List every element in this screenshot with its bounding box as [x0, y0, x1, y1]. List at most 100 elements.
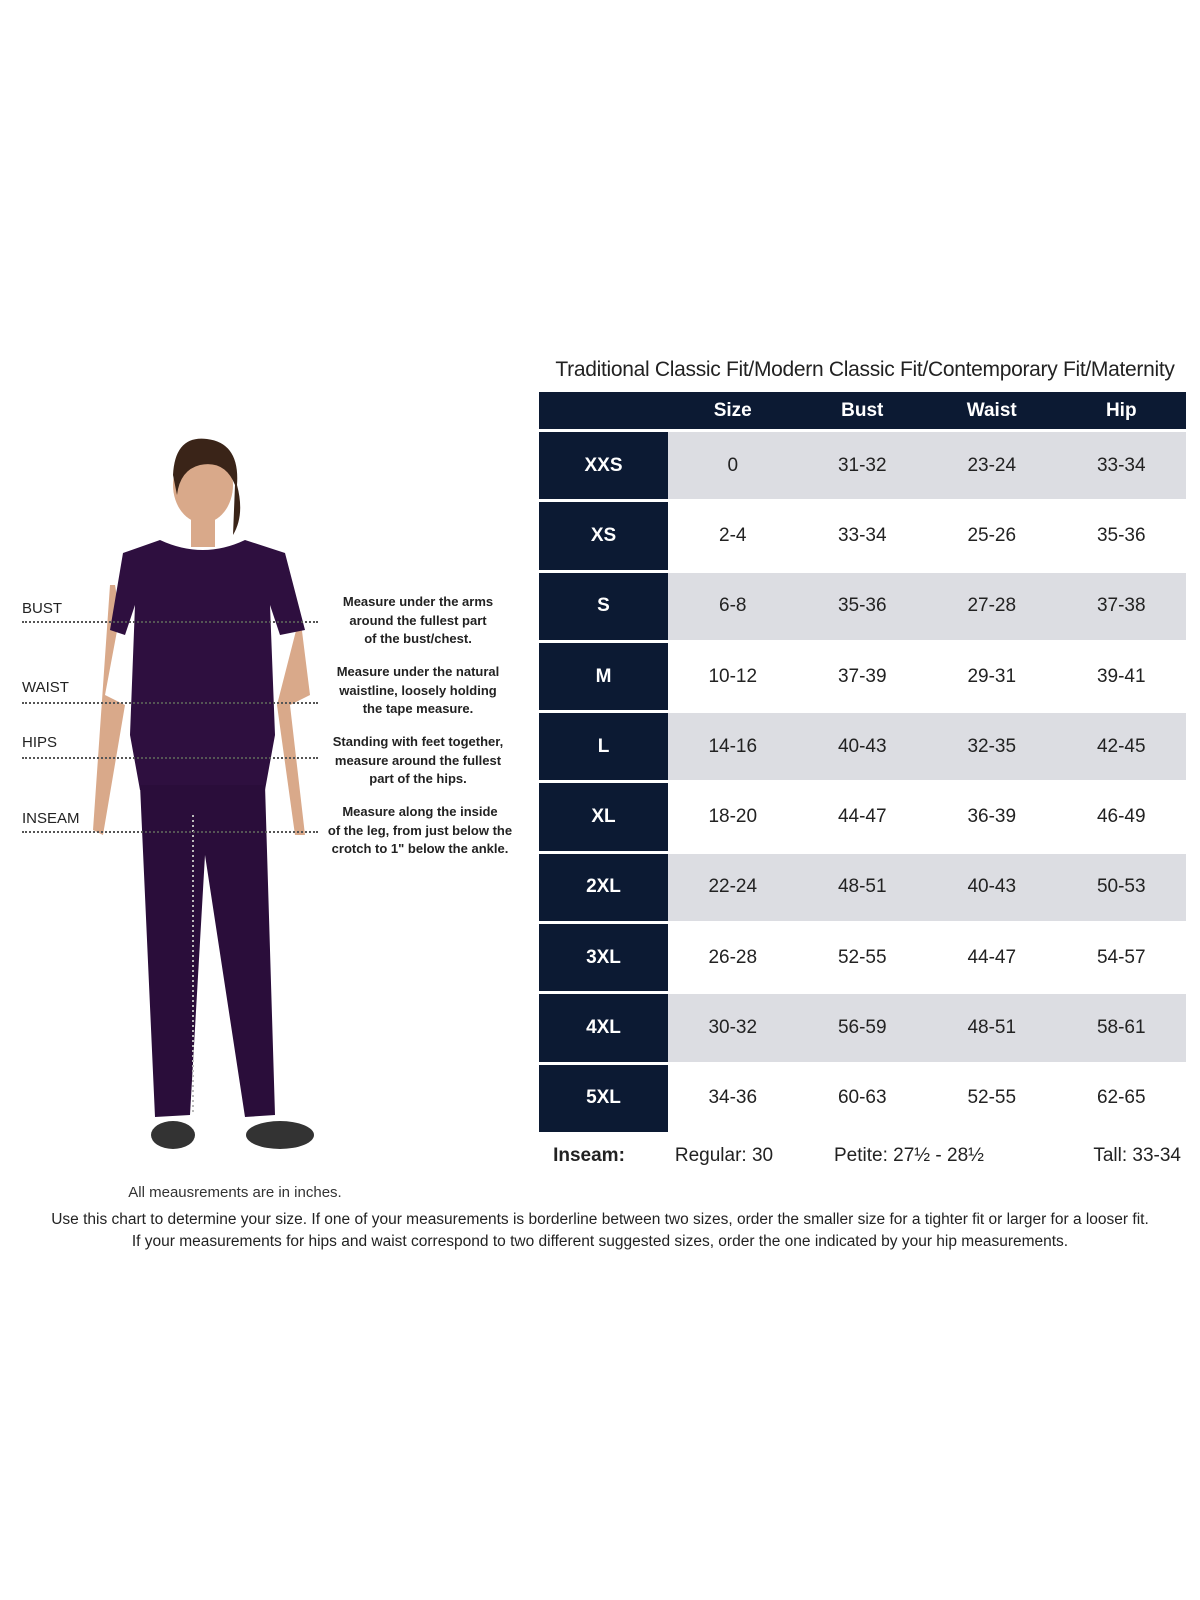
table-row: 4XL 30-32 56-59 48-51 58-61 [539, 991, 1186, 1062]
bust-cell: 44-47 [837, 806, 887, 828]
inseam-label: INSEAM [22, 810, 80, 827]
size-cell: 26-28 [708, 946, 758, 968]
header-hip: Hip [1105, 399, 1137, 421]
desc-line: crotch to 1" below the ankle. [331, 841, 509, 856]
size-label: 2XL [539, 853, 668, 922]
desc-line: Standing with feet together, [332, 734, 504, 749]
hip-cell: 58-61 [1056, 994, 1186, 1062]
size-label: L [539, 713, 668, 781]
desc-line: measure around the fullest [334, 752, 502, 768]
bust-cell: 40-43 [797, 713, 927, 781]
bust-cell: 60-63 [837, 1087, 887, 1109]
bust-description: Measure under the arms around the fulles… [318, 593, 518, 649]
desc-line: of the bust/chest. [364, 631, 472, 646]
bust-cell: 48-51 [797, 853, 927, 922]
desc-line: Measure under the arms [342, 594, 494, 609]
header-waist: Waist [966, 399, 1017, 421]
units-note: All meausrements are in inches. [128, 1184, 342, 1201]
desc-line: part of the hips. [369, 771, 467, 786]
size-label: S [539, 572, 668, 640]
waist-cell: 29-31 [967, 665, 1017, 687]
hips-label: HIPS [22, 734, 58, 751]
size-label: 4XL [539, 994, 668, 1062]
hip-cell: 42-45 [1056, 713, 1186, 781]
hip-cell: 37-38 [1056, 572, 1186, 640]
desc-line: Measure along the inside [342, 804, 498, 819]
header-bust: Bust [841, 399, 884, 421]
size-cell: 6-8 [668, 572, 798, 640]
bust-cell: 37-39 [837, 665, 887, 687]
waist-cell: 23-24 [927, 432, 1057, 500]
table-header: Size Bust Waist Hip [539, 392, 1186, 429]
size-label: 5XL [539, 1064, 668, 1132]
bust-cell: 56-59 [797, 994, 927, 1062]
waist-line [22, 702, 318, 704]
table-row: XXS 0 31-32 23-24 33-34 [539, 429, 1186, 500]
table-row: XL 18-20 44-47 36-39 46-49 [539, 780, 1186, 851]
size-cell: 18-20 [708, 806, 758, 828]
hip-cell: 35-36 [1096, 524, 1146, 546]
hip-cell: 46-49 [1096, 806, 1146, 828]
waist-cell: 40-43 [927, 853, 1057, 922]
bust-line [22, 621, 318, 623]
size-cell: 2-4 [719, 524, 747, 546]
inseam-label: Inseam: [553, 1145, 625, 1166]
table-row: XS 2-4 33-34 25-26 35-36 [539, 499, 1186, 570]
desc-line: the tape measure. [362, 701, 474, 716]
size-cell: 34-36 [708, 1087, 758, 1109]
size-cell: 30-32 [668, 994, 798, 1062]
model-figure [93, 438, 314, 1149]
bust-cell: 52-55 [837, 946, 887, 968]
waist-cell: 44-47 [967, 946, 1017, 968]
waist-cell: 36-39 [967, 806, 1017, 828]
waist-cell: 48-51 [927, 994, 1057, 1062]
inseam-tall: Tall: 33-34 [1093, 1145, 1181, 1166]
table-row: L 14-16 40-43 32-35 42-45 [539, 710, 1186, 781]
inseam-row: Inseam: Regular: 30 Petite: 27½ - 28½ Ta… [539, 1145, 1189, 1167]
desc-line: Measure under the natural [336, 664, 500, 679]
hip-cell: 54-57 [1096, 946, 1146, 968]
desc-line: of the leg, from just below the [327, 822, 513, 838]
bust-label: BUST [22, 600, 63, 617]
bust-cell: 31-32 [797, 432, 927, 500]
waist-cell: 52-55 [967, 1087, 1017, 1109]
bust-cell: 35-36 [797, 572, 927, 640]
hip-cell: 39-41 [1096, 665, 1146, 687]
waist-cell: 27-28 [927, 572, 1057, 640]
footer-note-2: If your measurements for hips and waist … [131, 1233, 1069, 1250]
chart-title: Traditional Classic Fit/Modern Classic F… [555, 358, 1175, 381]
hip-cell: 62-65 [1096, 1087, 1146, 1109]
desc-line: waistline, loosely holding [339, 682, 497, 698]
size-label: XL [539, 783, 668, 851]
waist-cell: 32-35 [927, 713, 1057, 781]
inseam-regular: Regular: 30 [674, 1145, 774, 1166]
size-label: 3XL [539, 924, 668, 992]
inseam-petite: Petite: 27½ - 28½ [834, 1145, 984, 1166]
table-row: 5XL 34-36 60-63 52-55 62-65 [539, 1061, 1186, 1132]
hips-description: Standing with feet together, measure aro… [318, 733, 518, 789]
size-label: M [539, 642, 668, 711]
size-cell: 22-24 [668, 853, 798, 922]
size-label: XXS [539, 432, 668, 500]
table-row: 2XL 22-24 48-51 40-43 50-53 [539, 850, 1186, 922]
footer-note-1: Use this chart to determine your size. I… [51, 1211, 1149, 1228]
hip-cell: 33-34 [1056, 432, 1186, 500]
table-row: 3XL 26-28 52-55 44-47 54-57 [539, 921, 1186, 992]
size-cell: 0 [668, 432, 798, 500]
table-row: M 10-12 37-39 29-31 39-41 [539, 639, 1186, 711]
size-cell: 10-12 [708, 665, 758, 687]
hip-cell: 50-53 [1056, 853, 1186, 922]
inseam-description: Measure along the inside of the leg, fro… [315, 803, 525, 859]
bust-cell: 33-34 [837, 524, 887, 546]
header-size: Size [713, 399, 752, 421]
waist-description: Measure under the natural waistline, loo… [318, 663, 518, 719]
inseam-line [22, 831, 318, 833]
size-table: Size Bust Waist Hip XXS 0 31-32 23-24 33-34 X… [539, 392, 1186, 1132]
hips-line [22, 757, 318, 759]
waist-cell: 25-26 [967, 524, 1017, 546]
table-row: S 6-8 35-36 27-28 37-38 [539, 569, 1186, 640]
size-cell: 14-16 [668, 713, 798, 781]
size-label: XS [539, 502, 668, 570]
desc-line: around the fullest part [349, 612, 487, 628]
waist-label: WAIST [22, 679, 69, 696]
